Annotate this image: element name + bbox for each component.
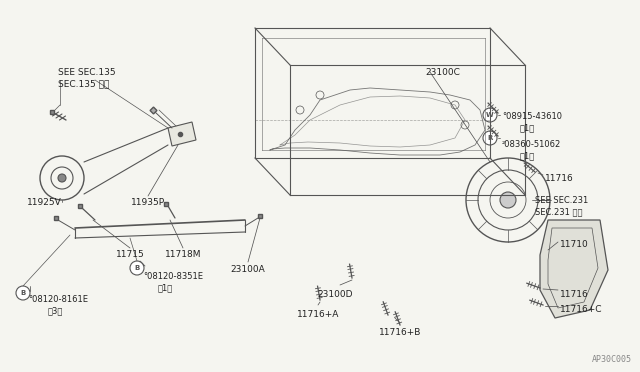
Text: °08915-43610: °08915-43610 <box>502 112 562 121</box>
Text: 11716+A: 11716+A <box>297 310 339 319</box>
Circle shape <box>483 131 497 145</box>
Text: 11715: 11715 <box>116 250 145 259</box>
Text: 23100A: 23100A <box>230 265 266 274</box>
Text: 11925V: 11925V <box>27 198 61 207</box>
Text: （1）: （1） <box>158 283 173 292</box>
Text: ²08360-51062: ²08360-51062 <box>502 140 561 149</box>
Text: 11710: 11710 <box>560 240 589 249</box>
Circle shape <box>500 192 516 208</box>
Text: SEE SEC.231: SEE SEC.231 <box>535 196 588 205</box>
Text: （1）: （1） <box>520 151 535 160</box>
Text: R: R <box>487 135 493 141</box>
Text: B: B <box>20 290 26 296</box>
Text: 23100D: 23100D <box>317 290 353 299</box>
Text: （3）: （3） <box>48 306 63 315</box>
Text: 11716: 11716 <box>560 290 589 299</box>
Text: °08120-8161E: °08120-8161E <box>28 295 88 304</box>
Text: 11716+B: 11716+B <box>379 328 421 337</box>
Text: SEC.231 参照: SEC.231 参照 <box>535 207 582 216</box>
Circle shape <box>16 286 30 300</box>
Text: SEE SEC.135: SEE SEC.135 <box>58 68 116 77</box>
Text: °08120-8351E: °08120-8351E <box>143 272 203 281</box>
Circle shape <box>58 174 66 182</box>
Text: 11935P: 11935P <box>131 198 165 207</box>
Text: B: B <box>134 265 140 271</box>
Polygon shape <box>540 220 608 318</box>
Text: （1）: （1） <box>520 123 535 132</box>
Text: 23100C: 23100C <box>425 68 460 77</box>
Circle shape <box>130 261 144 275</box>
Text: W: W <box>486 112 494 118</box>
Polygon shape <box>168 122 196 146</box>
Text: 11716+C: 11716+C <box>560 305 602 314</box>
Circle shape <box>483 108 497 122</box>
Text: AP30C005: AP30C005 <box>592 355 632 364</box>
Text: 11716: 11716 <box>545 174 573 183</box>
Text: 11718M: 11718M <box>164 250 201 259</box>
Text: SEC.135 参照: SEC.135 参照 <box>58 79 109 88</box>
